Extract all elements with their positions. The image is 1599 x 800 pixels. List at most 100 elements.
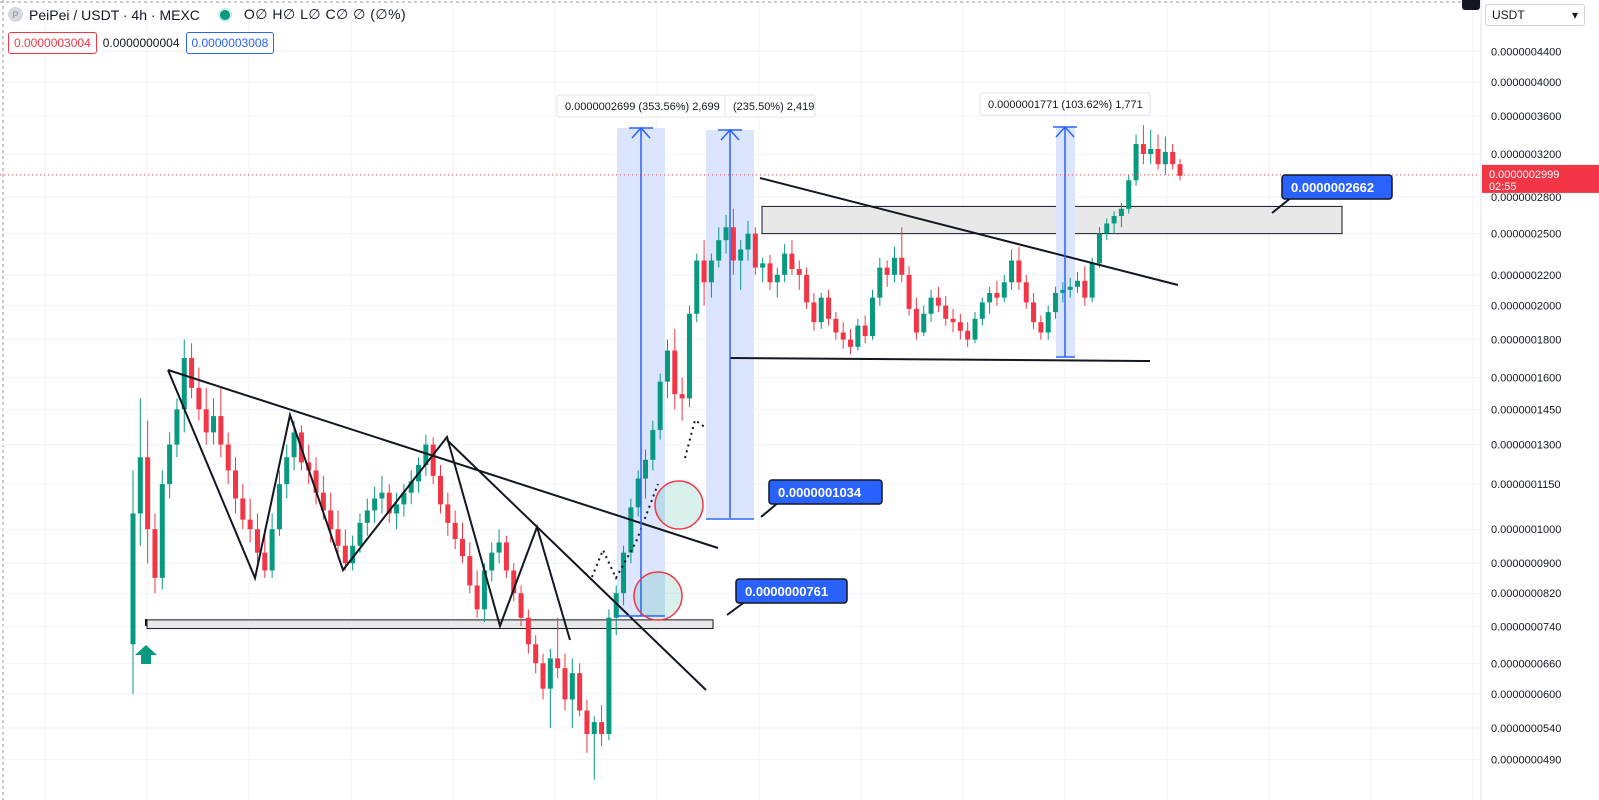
projection-path <box>591 483 659 581</box>
candle-body <box>979 302 985 319</box>
price-axis-tick: 0.0000001000 <box>1491 524 1561 536</box>
candle-body <box>752 233 758 268</box>
price-axis-tick: 0.0000002200 <box>1491 270 1561 282</box>
candle-body <box>284 457 290 485</box>
candle-body <box>1133 144 1139 181</box>
candle-body <box>328 510 334 530</box>
candle-body <box>269 529 275 571</box>
candle-body <box>628 507 634 553</box>
candle-body <box>591 722 597 735</box>
chart-legend: P PeiPei / USDT · 4h · MEXC O∅ H∅ L∅ C∅ … <box>8 6 406 23</box>
candle-body <box>606 617 612 735</box>
symbol-title[interactable]: PeiPei / USDT · 4h · MEXC <box>29 6 200 23</box>
candle-body <box>196 387 202 410</box>
candle-body <box>760 263 766 268</box>
price-axis-tick: 0.0000004400 <box>1491 46 1561 58</box>
candle-body <box>657 381 663 431</box>
candle-body <box>562 668 568 700</box>
candle-body <box>247 519 253 530</box>
price-axis-tick: 0.0000000820 <box>1491 588 1561 600</box>
candle-body <box>474 585 480 610</box>
price-axis-tick: 0.0000000740 <box>1491 621 1561 633</box>
buy-price-button[interactable]: 0.0000003008 <box>185 32 275 54</box>
price-callout-3-box <box>735 578 848 604</box>
candle-body <box>335 529 341 546</box>
candle-body <box>701 260 707 283</box>
candle-body <box>935 297 941 306</box>
price-callout-1: 0.0000002662 <box>1291 180 1374 195</box>
chevron-down-icon: ▾ <box>1571 8 1578 22</box>
price-axis-tick: 0.0000003200 <box>1491 149 1561 161</box>
candle-body <box>1118 208 1124 217</box>
candle-body <box>137 457 143 514</box>
chart-settings-icon[interactable] <box>1462 0 1480 10</box>
candle-body <box>174 409 180 445</box>
currency-select[interactable]: USDT ▾ <box>1485 4 1585 26</box>
candle-body <box>716 240 722 261</box>
candle-body <box>159 484 165 578</box>
candle-body <box>225 444 231 471</box>
candle-body <box>481 570 487 610</box>
projection-path-2 <box>684 418 707 459</box>
candle-body <box>423 444 429 466</box>
price-callout-3: 0.0000000761 <box>745 584 828 599</box>
candle-body <box>547 658 553 689</box>
candle-body <box>833 318 839 333</box>
candle-body <box>438 475 444 505</box>
candle-body <box>1177 164 1183 176</box>
wave-pattern <box>167 369 571 641</box>
price-callout-2: 0.0000001034 <box>778 485 862 500</box>
candle-body <box>840 332 846 340</box>
candle-body <box>1162 151 1168 165</box>
candle-body <box>1009 260 1015 283</box>
candle-body <box>635 478 641 508</box>
candle-body <box>789 253 795 270</box>
candle-body <box>452 522 458 540</box>
candle-body <box>1038 322 1044 333</box>
candle-body <box>313 470 319 493</box>
candle-body <box>664 350 670 382</box>
candle-body <box>650 430 656 460</box>
arrow-up-icon <box>135 645 157 664</box>
price-axis-tick: 0.0000002000 <box>1491 301 1561 313</box>
highlight-circle-upper <box>654 480 704 530</box>
price-axis-tick: 0.0000002500 <box>1491 229 1561 241</box>
candle-body <box>855 325 861 347</box>
candle-body <box>254 529 260 553</box>
candle-body <box>320 492 326 511</box>
candle-body <box>862 325 868 337</box>
price-axis-tick: 0.0000000660 <box>1491 658 1561 670</box>
trade-prices: 0.0000003004 0.0000000004 0.0000003008 <box>8 32 275 54</box>
candle-body <box>1126 180 1132 209</box>
candle-body <box>430 444 436 476</box>
price-axis[interactable]: 0.0000004400 0.0000004000 0.0000003600 0.00… <box>1480 0 1599 800</box>
candle-body <box>767 263 773 283</box>
price-callout-2-box <box>768 479 883 505</box>
candle-body <box>445 504 451 523</box>
current-price-label <box>1482 164 1599 193</box>
candle-body <box>350 545 356 564</box>
candle-body <box>181 358 187 410</box>
candle-series <box>130 125 1183 780</box>
current-price-value: 0.0000002999 <box>1489 169 1559 181</box>
measure-label-1: 0.0000002699 (353.56%) 2,699 <box>565 101 720 113</box>
measure-label-2: (235.50%) 2,419 <box>733 101 814 113</box>
candle-body <box>818 297 824 323</box>
candle-body <box>621 552 627 594</box>
currency-label: USDT <box>1492 8 1525 22</box>
candle-body <box>218 416 224 445</box>
candle-body <box>211 416 217 433</box>
candle-body <box>1031 302 1037 323</box>
measure-label-3: 0.0000001771 (103.62%) 1,771 <box>988 99 1143 111</box>
candle-body <box>928 297 934 314</box>
candle-body <box>613 593 619 618</box>
candle-body <box>189 358 195 388</box>
sell-price-button[interactable]: 0.0000003004 <box>8 32 97 54</box>
candle-body <box>577 673 583 711</box>
candle-body <box>240 498 246 520</box>
candle-body <box>372 498 378 511</box>
candle-body <box>1045 312 1051 333</box>
candle-body <box>386 492 392 514</box>
candle-body <box>730 227 736 261</box>
